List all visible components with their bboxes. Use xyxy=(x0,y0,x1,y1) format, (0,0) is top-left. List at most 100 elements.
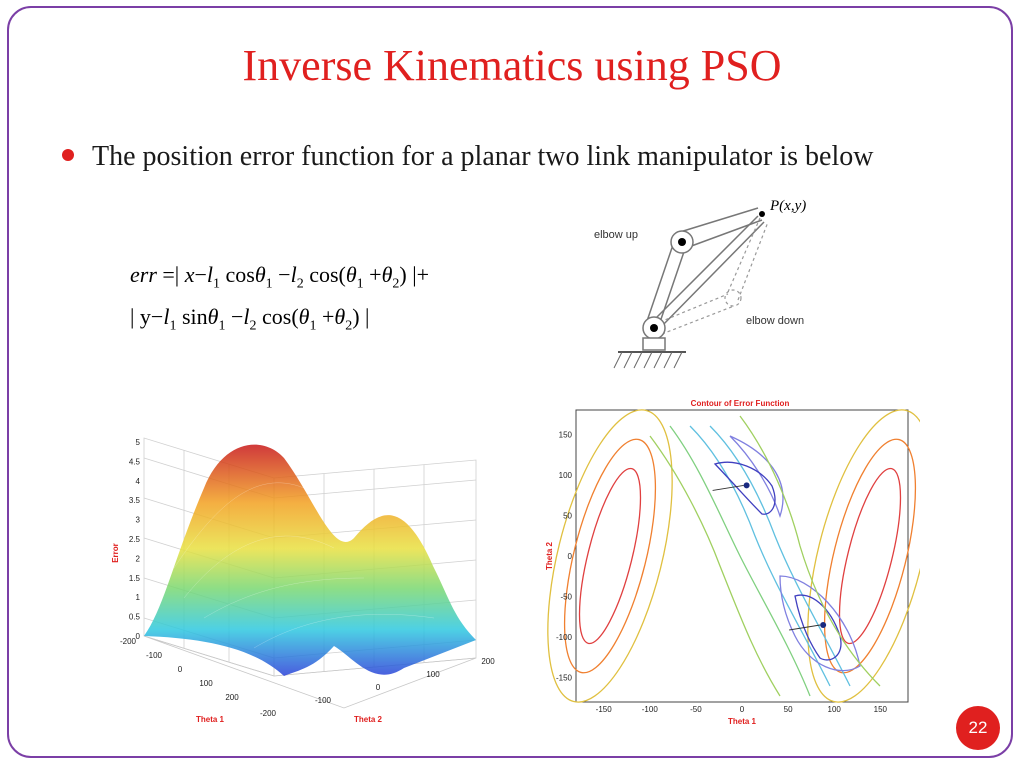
contour-ylabel: Theta 2 xyxy=(545,541,554,570)
surface-ztick: 3.5 xyxy=(129,496,141,505)
eq-l: l xyxy=(206,262,214,287)
eq-err: err xyxy=(130,262,157,287)
eq-theta: θ xyxy=(298,304,310,329)
eq-tail: |+ xyxy=(412,262,430,287)
surface-ytick: 200 xyxy=(481,657,495,666)
elbow-up-label: elbow up xyxy=(594,229,638,241)
eq-tail: | xyxy=(365,304,370,329)
eq-sub: 2 xyxy=(249,318,257,334)
surface-ztick: 0.5 xyxy=(129,613,141,622)
surface-ztick: 2 xyxy=(136,554,141,563)
contour-xtick: 100 xyxy=(828,705,842,714)
contour-marker-point xyxy=(743,482,750,489)
eq-sub: 1 xyxy=(309,318,317,334)
error-surface xyxy=(144,444,476,676)
contour-ytick: -50 xyxy=(560,593,572,602)
slide-frame xyxy=(7,6,1013,758)
eq-minus: − xyxy=(278,262,291,287)
contour-xtick: -50 xyxy=(690,705,702,714)
contour-marker-point xyxy=(820,621,827,628)
surface-ztick: 1.5 xyxy=(129,574,141,583)
eq-theta: θ xyxy=(207,304,219,329)
contour-markers xyxy=(712,482,827,631)
contour-ytick: 50 xyxy=(563,511,572,520)
surface-ztick: 1 xyxy=(136,593,141,602)
eq-paren: ) xyxy=(399,262,407,287)
surface-ztick: 3 xyxy=(136,516,141,525)
surface-xtick: 100 xyxy=(199,679,213,688)
eq-theta: θ xyxy=(345,262,357,287)
eq-equals: =| xyxy=(162,262,180,287)
contour-title: Contour of Error Function xyxy=(691,399,790,408)
surface-ztick: 0 xyxy=(136,632,141,641)
eq-sub: 1 xyxy=(218,318,226,334)
surface-ztick: 4.5 xyxy=(129,457,141,466)
surface-ytick: -100 xyxy=(315,696,332,705)
surface-ytick: -200 xyxy=(260,709,277,718)
eq-paren: ( xyxy=(291,304,299,329)
elbow-down-label: elbow down xyxy=(746,315,804,327)
surface-ztick: 5 xyxy=(136,438,141,447)
slide-title: Inverse Kinematics using PSO xyxy=(242,41,782,90)
contour-ytick: 0 xyxy=(568,552,573,561)
eq-sub: 1 xyxy=(169,318,177,334)
surface-ytick: 0 xyxy=(376,683,381,692)
eq-theta: θ xyxy=(381,262,393,287)
contour-plot: Contour of Error Function -150 -100 -50 0 50… xyxy=(545,399,920,726)
equation-line-1: err =| x−l1 cosθ1 −l2 cos(θ1 +θ2) |+ xyxy=(130,262,429,304)
surface-xtick: -200 xyxy=(120,637,137,646)
contour-ytick: -100 xyxy=(556,633,573,642)
eq-theta: θ xyxy=(334,304,346,329)
manipulator-diagram: P(x,y) elbow up elbow down xyxy=(594,198,806,369)
eq-theta: θ xyxy=(254,262,266,287)
eq-l: l xyxy=(163,304,170,329)
surface-ztick: 2.5 xyxy=(129,535,141,544)
equation-line-2: | y−l1 sinθ1 −l2 cos(θ1 +θ2) | xyxy=(130,304,429,346)
eq-paren: ) xyxy=(352,304,360,329)
contour-ytick: -150 xyxy=(556,674,573,683)
eq-y: | y xyxy=(130,304,151,329)
bullet-text: The position error function for a planar… xyxy=(92,141,874,172)
surface-xtick: 200 xyxy=(225,693,239,702)
eq-cos: cos xyxy=(225,262,255,287)
contour-ytick: 100 xyxy=(559,471,573,480)
eq-minus: − xyxy=(150,304,164,329)
surface-xtick: -100 xyxy=(146,651,163,660)
eq-sub: 1 xyxy=(265,276,273,292)
contour-xtick: -100 xyxy=(642,705,659,714)
eq-sub: 1 xyxy=(356,276,364,292)
eq-cos: cos xyxy=(309,262,339,287)
contour-marker-arrow xyxy=(789,624,821,631)
surface-ylabel: Theta 2 xyxy=(354,715,383,724)
eq-paren: ( xyxy=(338,262,346,287)
surface-xtick: 0 xyxy=(178,665,183,674)
contour-xtick: -150 xyxy=(596,705,613,714)
eq-x: x xyxy=(184,262,195,287)
eq-cos: cos xyxy=(262,304,292,329)
contour-lines xyxy=(547,409,920,703)
eq-sub: 2 xyxy=(296,276,304,292)
eq-l: l xyxy=(290,262,297,287)
surface-zlabel: Error xyxy=(111,543,120,563)
eq-minus: − xyxy=(230,304,244,329)
surface-plot: 5 4.5 4 3.5 3 2.5 2 1.5 1 0.5 0 Error -200 -100 0 100… xyxy=(111,437,495,724)
contour-xtick: 0 xyxy=(740,705,745,714)
contour-marker-arrow xyxy=(712,484,744,491)
eq-plus: + xyxy=(369,262,382,287)
eq-sub: 1 xyxy=(213,276,221,292)
surface-ztick: 4 xyxy=(136,477,141,486)
eq-sin: sin xyxy=(181,304,208,329)
eq-plus: + xyxy=(321,304,335,329)
contour-ytick: 150 xyxy=(559,430,573,439)
page-number-badge: 22 xyxy=(956,706,1000,750)
contour-xtick: 150 xyxy=(874,705,888,714)
bullet-icon xyxy=(62,149,74,161)
surface-xlabel: Theta 1 xyxy=(196,715,225,724)
error-equation: err =| x−l1 cosθ1 −l2 cos(θ1 +θ2) |+ | y… xyxy=(130,262,429,346)
eq-minus: − xyxy=(194,262,207,287)
point-label: P(x,y) xyxy=(769,198,806,214)
contour-xtick: 50 xyxy=(784,705,793,714)
eq-sub: 2 xyxy=(345,318,353,334)
eq-sub: 2 xyxy=(392,276,400,292)
eq-l: l xyxy=(243,304,250,329)
